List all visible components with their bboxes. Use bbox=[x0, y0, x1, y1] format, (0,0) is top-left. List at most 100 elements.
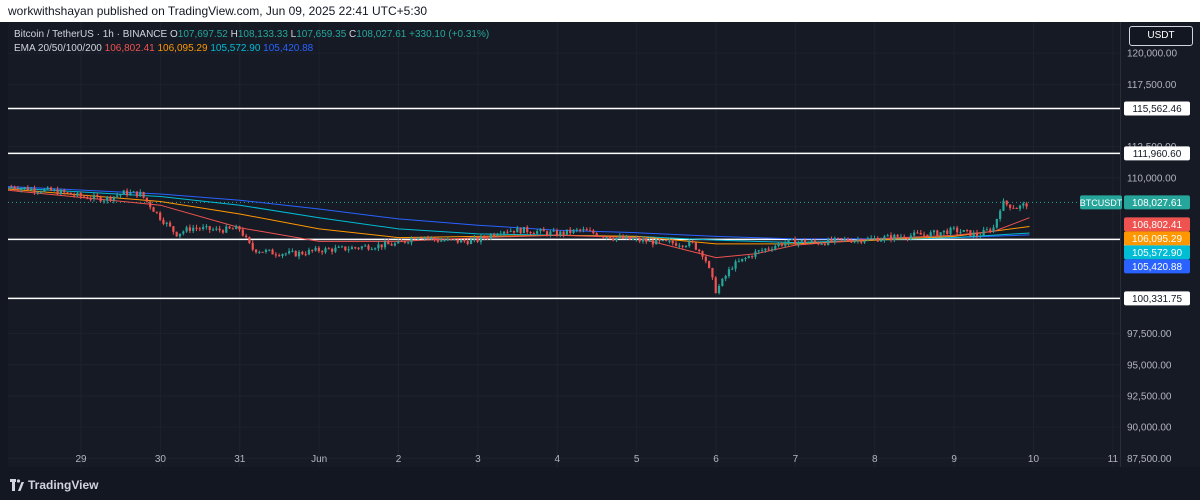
candle-body-155 bbox=[522, 227, 526, 234]
footer-brand[interactable]: TradingView bbox=[28, 478, 99, 492]
candle-body-245 bbox=[820, 243, 823, 245]
candle-body-114 bbox=[387, 241, 390, 245]
candle-body-106 bbox=[360, 246, 363, 249]
x-tick-label-2: 31 bbox=[234, 454, 246, 465]
candle-body-138 bbox=[466, 241, 469, 244]
candle-body-266 bbox=[889, 235, 893, 240]
candle-body-167 bbox=[562, 231, 565, 235]
level-label-1-bg bbox=[1124, 146, 1190, 161]
candle-body-243 bbox=[813, 240, 817, 243]
candle-body-14 bbox=[56, 189, 59, 195]
candle-body-180 bbox=[605, 237, 608, 239]
candle-body-189 bbox=[635, 238, 638, 240]
footer: TradingView bbox=[0, 470, 1200, 500]
x-tick-label-7: 5 bbox=[634, 454, 640, 465]
candle-body-248 bbox=[830, 238, 833, 242]
candle-body-265 bbox=[886, 235, 889, 237]
candle-body-137 bbox=[463, 239, 466, 242]
candle-body-260 bbox=[870, 238, 873, 240]
candle-body-9 bbox=[39, 191, 43, 193]
candle-body-65 bbox=[225, 226, 228, 233]
candle-body-163 bbox=[549, 231, 552, 236]
symbol-tag-bg bbox=[1080, 195, 1122, 210]
candle-body-284 bbox=[949, 227, 952, 235]
candle-body-208 bbox=[698, 249, 701, 252]
candle-body-86 bbox=[294, 250, 297, 257]
candle-body-44 bbox=[155, 211, 158, 213]
legend-symbol[interactable]: Bitcoin / TetherUS · 1h · BINANCE bbox=[14, 29, 168, 40]
candle-body-10 bbox=[43, 189, 46, 192]
candle-body-239 bbox=[800, 240, 803, 242]
candle-body-27 bbox=[99, 196, 102, 202]
legend-ema-title[interactable]: EMA 20/50/100/200 bbox=[14, 43, 102, 54]
candle-body-183 bbox=[615, 237, 618, 241]
candle-body-258 bbox=[863, 240, 866, 243]
candle-body-84 bbox=[288, 251, 291, 254]
candle-body-252 bbox=[843, 238, 846, 240]
candle-body-126 bbox=[426, 237, 430, 239]
candle-body-169 bbox=[569, 229, 572, 234]
candle-body-292 bbox=[975, 232, 979, 236]
candle-body-193 bbox=[648, 240, 651, 242]
legend-change: +330.10 (+0.31%) bbox=[409, 29, 490, 40]
candle-body-286 bbox=[956, 227, 959, 233]
candle-body-178 bbox=[598, 236, 602, 238]
candle-body-108 bbox=[367, 245, 370, 250]
candle-body-204 bbox=[684, 246, 688, 248]
candle-body-152 bbox=[512, 230, 516, 233]
candle-body-290 bbox=[969, 230, 972, 237]
candle-body-270 bbox=[903, 236, 906, 239]
candle-body-162 bbox=[545, 231, 549, 236]
candle-body-196 bbox=[658, 239, 661, 241]
legend-ema50: 106,095.29 bbox=[157, 43, 208, 54]
candle-body-242 bbox=[810, 240, 813, 243]
candle-body-154 bbox=[519, 227, 522, 234]
candle-body-72 bbox=[248, 237, 251, 244]
candle-body-87 bbox=[297, 251, 301, 257]
candle-body-185 bbox=[622, 236, 625, 239]
candle-body-175 bbox=[588, 230, 592, 232]
candle-body-96 bbox=[327, 248, 330, 250]
candle-body-17 bbox=[66, 192, 69, 194]
candle-body-116 bbox=[393, 243, 397, 246]
candle-body-30 bbox=[109, 196, 112, 201]
candle-body-212 bbox=[711, 268, 714, 278]
candle-body-75 bbox=[258, 251, 261, 253]
candle-body-3 bbox=[20, 188, 23, 191]
candle-body-148 bbox=[499, 233, 502, 235]
candle-body-128 bbox=[433, 237, 436, 240]
candle-body-73 bbox=[251, 243, 254, 250]
y-tick-label-4: 97,500.00 bbox=[1127, 329, 1172, 340]
candle-body-253 bbox=[846, 238, 850, 241]
candle-body-49 bbox=[172, 226, 175, 232]
candle-body-2 bbox=[16, 188, 20, 191]
currency-button[interactable]: USDT bbox=[1129, 26, 1193, 46]
candle-body-302 bbox=[1008, 204, 1012, 208]
candle-body-228 bbox=[764, 248, 767, 251]
candle-body-168 bbox=[565, 229, 569, 235]
candle-body-56 bbox=[195, 227, 198, 229]
candle-body-23 bbox=[86, 197, 89, 199]
candle-body-39 bbox=[139, 191, 142, 197]
candle-body-78 bbox=[268, 249, 271, 251]
candle-body-210 bbox=[704, 256, 707, 262]
last-price-label: 108,027.61 bbox=[1132, 198, 1182, 209]
candle-body-24 bbox=[89, 198, 92, 200]
candle-body-93 bbox=[317, 247, 320, 252]
candle-body-257 bbox=[860, 239, 863, 243]
candle-body-29 bbox=[106, 196, 109, 201]
candle-body-198 bbox=[665, 240, 668, 242]
candle-body-153 bbox=[516, 227, 519, 233]
candle-body-190 bbox=[638, 238, 641, 242]
candle-body-102 bbox=[347, 249, 350, 251]
candle-body-158 bbox=[532, 233, 535, 235]
price-labels: 115,562.46111,960.60105,065.62100,331.75… bbox=[1080, 101, 1190, 306]
chart-panel[interactable] bbox=[8, 22, 1120, 467]
candle-body-47 bbox=[165, 222, 168, 224]
candle-body-19 bbox=[73, 194, 76, 196]
candle-body-303 bbox=[1012, 207, 1015, 209]
candle-body-197 bbox=[661, 240, 664, 242]
candle-body-22 bbox=[82, 196, 86, 198]
candle-body-267 bbox=[893, 234, 896, 240]
